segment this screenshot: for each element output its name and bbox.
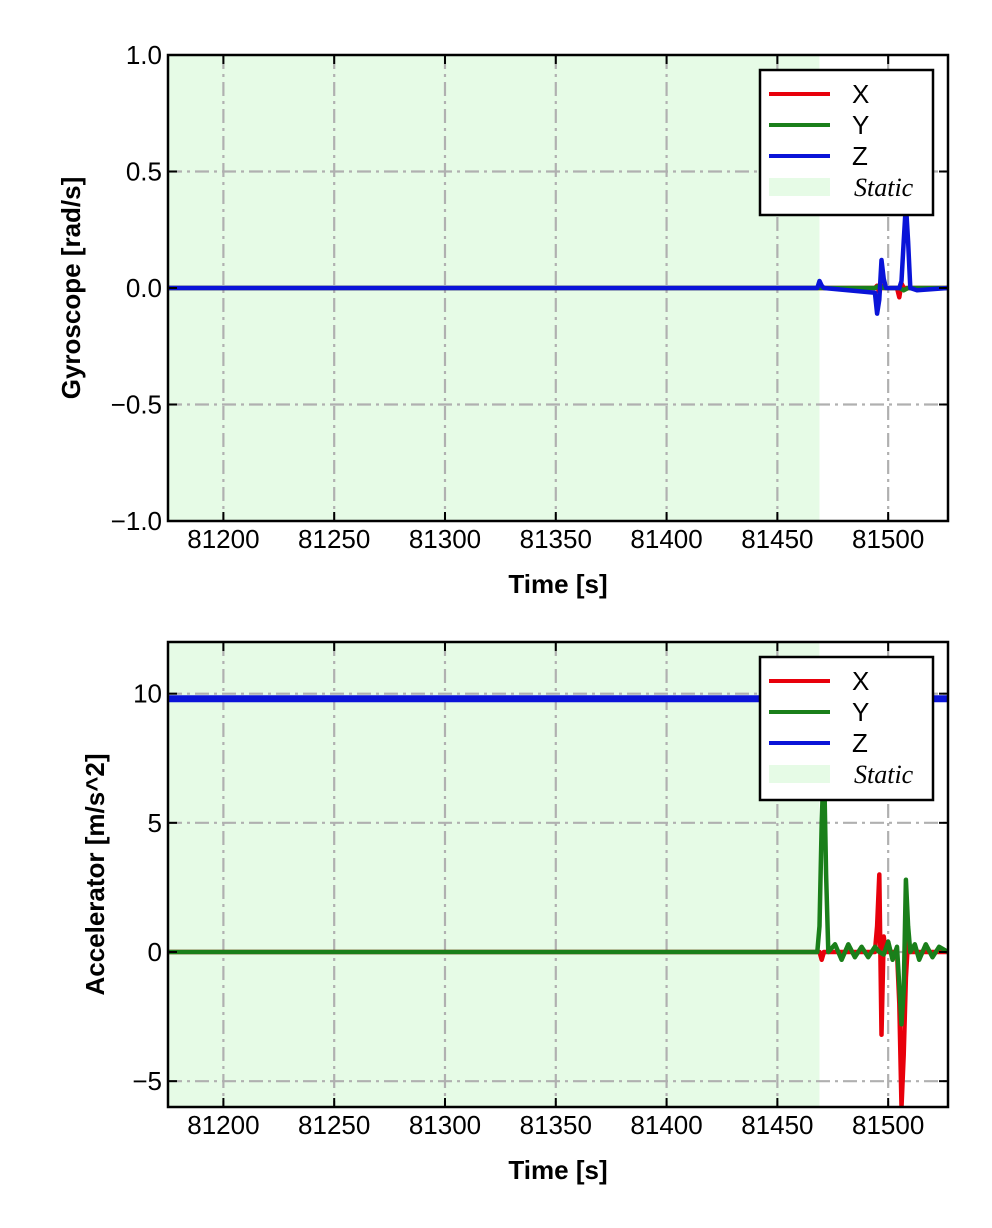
y-tick-label: −1.0 (111, 506, 162, 536)
x-tick-label: 81200 (187, 1110, 259, 1140)
x-tick-label: 81350 (520, 1110, 592, 1140)
y-tick-label: 0.0 (126, 273, 162, 303)
y-tick-label: 0.5 (126, 157, 162, 187)
y-tick-label: 10 (133, 679, 162, 709)
x-axis-title: Time [s] (508, 569, 607, 599)
legend-swatch-static (769, 765, 830, 783)
x-tick-label: 81250 (298, 524, 370, 554)
static-region (168, 642, 820, 1107)
x-tick-label: 81450 (741, 1110, 813, 1140)
legend-label-z: Z (852, 728, 868, 758)
y-tick-label: 0 (148, 937, 162, 967)
series-line-z (168, 201, 948, 316)
y-tick-label: −5 (132, 1066, 162, 1096)
y-tick-label: 1.0 (126, 40, 162, 70)
x-axis-title: Time [s] (508, 1155, 607, 1185)
x-tick-label: 81450 (741, 524, 813, 554)
x-tick-label: 81400 (630, 524, 702, 554)
y-tick-label: −0.5 (111, 390, 162, 420)
y-axis-title: Accelerator [m/s^2] (80, 753, 110, 995)
gyroscope-panel: 81200 81250 81300 81350 81400 81450 81500 1.0 0.… (56, 40, 950, 599)
accelerator-panel: 81200 81250 81300 81350 81400 81450 81500 10 5 0 −… (80, 640, 950, 1185)
plot-frame (166, 640, 950, 1109)
legend-label-x: X (852, 666, 869, 696)
legend-label-x: X (852, 79, 869, 109)
legend-swatch-static (769, 178, 830, 196)
y-axis-title: Gyroscope [rad/s] (56, 177, 86, 400)
series-line-y (168, 756, 948, 1027)
x-tick-label: 81200 (187, 524, 259, 554)
x-tick-label: 81500 (852, 1110, 924, 1140)
x-tick-label: 81500 (852, 524, 924, 554)
legend-label-static: Static (854, 760, 914, 789)
x-tick-label: 81400 (630, 1110, 702, 1140)
x-tick-label: 81350 (520, 524, 592, 554)
x-tick-label: 81300 (409, 1110, 481, 1140)
legend-label-static: Static (854, 173, 914, 202)
x-tick-label: 81250 (298, 1110, 370, 1140)
legend-label-y: Y (852, 697, 869, 727)
legend-label-y: Y (852, 110, 869, 140)
y-tick-label: 5 (148, 808, 162, 838)
legend-label-z: Z (852, 141, 868, 171)
x-tick-label: 81300 (409, 524, 481, 554)
